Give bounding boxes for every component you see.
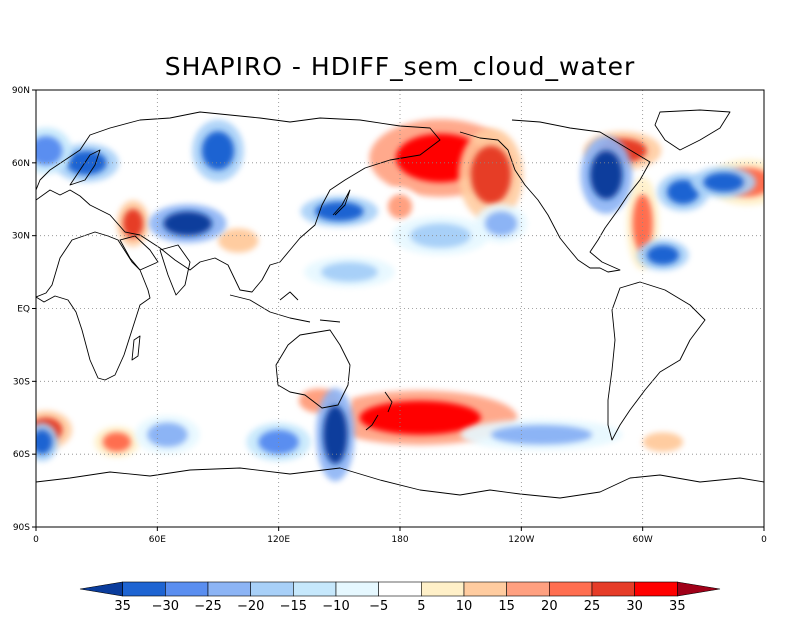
colorbar-swatch <box>591 581 635 597</box>
coastline-indonesia <box>229 291 341 323</box>
field-anomaly <box>192 119 244 182</box>
colorbar-label: 10 <box>456 599 473 614</box>
field-anomaly <box>116 200 150 247</box>
colorbar-label: −15 <box>280 599 307 614</box>
coastline-india <box>159 244 191 296</box>
field-anomaly <box>637 239 689 271</box>
colorbar: 35 −30 −25 −20 −15 −10 −5 5 10 15 20 25 30 35 <box>79 581 721 614</box>
coastline-africa <box>36 231 151 381</box>
lon-label: 180 <box>391 535 408 545</box>
lon-label: 0 <box>33 535 39 545</box>
colorbar-swatch <box>165 581 209 597</box>
lat-label: EQ <box>17 305 30 315</box>
lon-label: 60W <box>632 535 652 545</box>
field-anomaly <box>148 204 227 243</box>
colorbar-label: −5 <box>369 599 388 614</box>
latitude-labels: 90N 60N 30N EQ 30S 60S 90S <box>12 86 36 533</box>
colorbar-label: 35 <box>669 599 686 614</box>
colorbar-label: 25 <box>584 599 601 614</box>
coastline-japan <box>332 189 351 216</box>
field-anomaly <box>36 127 72 174</box>
colorbar-label: 15 <box>498 599 515 614</box>
field-anomaly <box>36 422 59 462</box>
colorbar-arrow-high <box>677 581 721 597</box>
colorbar-swatch <box>634 581 678 597</box>
field-anomaly <box>304 256 395 288</box>
graticule <box>36 90 764 527</box>
longitude-labels: 0 60E 120E 180 120W 60W 0 <box>33 527 767 545</box>
colorbar-swatch <box>506 581 550 597</box>
lat-label: 60N <box>12 159 30 169</box>
lon-label: 60E <box>149 535 166 545</box>
colorbar-swatch <box>335 581 379 597</box>
colorbar-swatch <box>293 581 337 597</box>
chart-title: SHAPIRO - HDIFF_sem_cloud_water <box>164 52 636 81</box>
colorbar-label: −30 <box>152 599 179 614</box>
coastline-arabia <box>119 235 159 271</box>
coastline-australia <box>275 329 351 409</box>
lat-label: 30N <box>12 232 30 242</box>
colorbar-label: 20 <box>541 599 558 614</box>
coastline-scandinavia <box>69 149 101 186</box>
field-anomaly <box>94 426 140 458</box>
lat-label: 90S <box>13 523 30 533</box>
lon-label: 0 <box>761 535 767 545</box>
colorbar-label: −20 <box>237 599 264 614</box>
colorbar-swatch <box>250 581 294 597</box>
field-anomaly <box>460 419 623 451</box>
field-anomaly <box>691 166 756 198</box>
field-anomaly <box>315 388 355 482</box>
colorbar-label: −25 <box>194 599 221 614</box>
field-layer <box>36 119 764 482</box>
lon-label: 120E <box>267 535 290 545</box>
coastline-greenland <box>654 109 731 151</box>
colorbar-swatch <box>463 581 507 597</box>
colorbar-swatch <box>122 581 166 597</box>
lat-label: 30S <box>13 377 30 387</box>
coastline-north-america <box>459 119 651 273</box>
colorbar-arrow-low <box>79 581 123 597</box>
lat-label: 60S <box>13 450 30 460</box>
colorbar-label: 5 <box>417 599 425 614</box>
coastlines <box>36 109 764 499</box>
lon-label: 120W <box>508 535 534 545</box>
colorbar-swatch <box>378 581 422 597</box>
colorbar-label: 30 <box>626 599 643 614</box>
colorbar-swatch <box>549 581 593 597</box>
field-anomaly <box>475 204 527 243</box>
coastline-new-zealand <box>365 391 393 431</box>
field-anomaly <box>300 195 379 227</box>
colorbar-label: 35 <box>114 599 131 614</box>
coastline-madagascar <box>131 335 141 361</box>
lat-label: 90N <box>12 86 30 96</box>
colorbar-label: −10 <box>322 599 349 614</box>
field-anomaly <box>580 136 633 214</box>
field-anomaly <box>458 128 524 222</box>
coastline-south-america <box>607 281 706 441</box>
coastline-antarctica <box>36 467 764 499</box>
coastline-eurasia <box>36 111 441 293</box>
field-anomaly <box>135 415 200 455</box>
colorbar-swatch <box>207 581 251 597</box>
field-anomaly <box>630 426 696 458</box>
colorbar-swatch <box>421 581 465 597</box>
